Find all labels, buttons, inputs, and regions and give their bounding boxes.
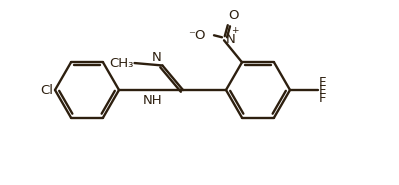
Text: N: N — [226, 33, 236, 46]
Text: CH₃: CH₃ — [109, 57, 134, 70]
Text: +: + — [231, 26, 239, 35]
Text: F: F — [319, 92, 326, 105]
Text: O: O — [228, 9, 238, 22]
Text: ⁻O: ⁻O — [188, 29, 206, 42]
Text: F: F — [319, 75, 326, 88]
Text: Cl: Cl — [40, 83, 53, 97]
Text: F: F — [319, 83, 326, 97]
Text: N: N — [152, 51, 162, 65]
Text: NH: NH — [143, 94, 163, 107]
